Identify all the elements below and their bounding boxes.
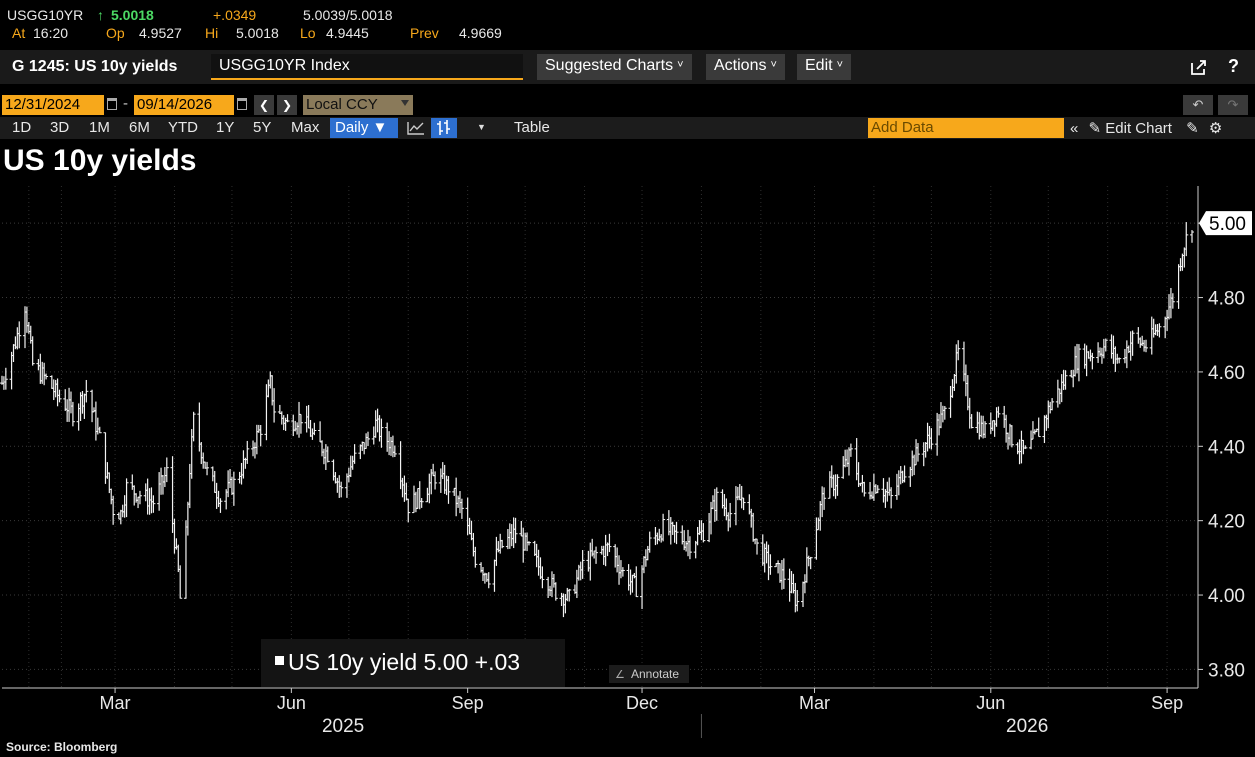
high-value: 5.0018 [236,25,279,41]
period-toolbar: 1D 3D 1M 6M YTD 1Y 5Y Max Daily ▼ ▼ Tabl… [0,117,1255,139]
up-arrow-icon: ↑ [97,7,104,23]
source-note: Source: Bloomberg [6,740,118,754]
x-tick-label: Mar [100,693,131,713]
y-tick-label: 3.80 [1208,660,1245,681]
period-3d[interactable]: 3D [50,119,70,136]
table-button[interactable]: Table [514,119,550,136]
add-data-input[interactable]: Add Data [868,118,1064,138]
legend-swatch [275,656,284,665]
next-period-button[interactable]: ❯ [277,95,297,115]
period-5y[interactable]: 5Y [253,119,272,136]
price-chart[interactable]: 3.80 4.00 4.20 4.40 4.60 4.80 5.00 Mar Jun Sep De… [0,180,1255,740]
actions-button[interactable]: Actions ˅ [706,54,785,80]
y-tick-label: 4.80 [1208,289,1245,310]
period-max[interactable]: Max [291,119,320,136]
date-range-row: 12/31/2024 - 09/14/2026 ❮ ❯ Local CCY ↶ … [0,94,1255,116]
last-value-label: 5.00 [1209,214,1246,235]
annotate-button[interactable]: ∠ Annotate [609,665,689,683]
currency-select[interactable]: Local CCY [303,95,413,115]
prev-value: 4.9669 [459,25,502,41]
period-1d[interactable]: 1D [12,119,32,136]
edit-chart-button[interactable]: « ✎ Edit Chart ✎ ⚙ [1070,120,1223,137]
x-tick-label: Dec [626,693,658,713]
dropdown-arrow-icon [401,100,409,106]
chevron-down-icon: ˅ [770,59,777,71]
y-tick-label: 4.20 [1208,512,1245,533]
function-title: G 1245: US 10y yields [12,58,178,75]
x-axis: Mar Jun Sep Dec Mar Jun Sep 2025 2026 [2,687,1198,738]
line-chart-icon[interactable] [406,120,426,136]
date-separator: - [123,95,128,112]
pencil-icon: ✎ [1088,120,1102,137]
edit-style-icon[interactable]: ✎ [1186,120,1199,137]
command-bar: G 1245: US 10y yields USGG10YR Index Sug… [0,50,1255,84]
y-tick-label: 4.60 [1208,363,1245,384]
open-label: Op [106,25,125,41]
bid-ask: 5.0039/5.0018 [303,7,393,23]
annotate-label: Annotate [631,667,679,681]
x-tick-label: Jun [976,693,1005,713]
redo-icon[interactable]: ↷ [1218,95,1248,115]
pencil-icon: ∠ [615,669,625,681]
x-tick-label: Jun [277,693,306,713]
chart-grid [2,186,1198,688]
quote-strip: USGG10YR ↑ 5.0018 +.0349 5.0039/5.0018 A… [0,0,1255,44]
legend-box: US 10y yield 5.00 +.03 [261,639,565,687]
chart-title: US 10y yields [3,144,197,177]
period-6m[interactable]: 6M [129,119,150,136]
calendar-icon[interactable] [237,98,247,110]
prev-label: Prev [410,25,439,41]
gear-icon[interactable]: ⚙ [1208,120,1223,137]
ohlc-bars [0,222,1194,618]
legend-text: US 10y yield 5.00 +.03 [288,649,520,675]
frequency-select[interactable]: Daily ▼ [330,118,398,138]
x-tick-label: Sep [1151,693,1183,713]
period-ytd[interactable]: YTD [168,119,198,136]
end-date-input[interactable]: 09/14/2026 [134,95,234,115]
ticker: USGG10YR [7,7,84,23]
collapse-icon[interactable]: « [1070,120,1079,137]
last-value-tag [1199,211,1252,236]
chevron-down-icon: ˅ [677,59,684,71]
net-change: +.0349 [213,7,257,23]
last-price: 5.0018 [111,7,154,23]
year-label: 2025 [322,716,364,737]
x-tick-label: Mar [799,693,830,713]
y-tick-label: 4.00 [1208,586,1245,607]
y-tick-label: 4.40 [1208,437,1245,458]
calendar-icon[interactable] [107,98,117,110]
undo-icon[interactable]: ↶ [1183,95,1213,115]
help-icon[interactable]: ? [1228,56,1239,76]
chart-type-dropdown-icon[interactable]: ▼ [477,122,486,132]
start-date-input[interactable]: 12/31/2024 [2,95,104,115]
suggested-charts-button[interactable]: Suggested Charts ˅ [537,54,692,80]
y-axis: 3.80 4.00 4.20 4.40 4.60 4.80 5.00 [1197,186,1252,688]
chevron-down-icon: ˅ [836,59,844,71]
edit-button[interactable]: Edit ˅ [797,54,852,80]
security-input[interactable]: USGG10YR Index [211,54,523,80]
open-value: 4.9527 [139,25,182,41]
x-tick-label: Sep [452,693,484,713]
share-icon[interactable] [1189,58,1209,76]
period-1y[interactable]: 1Y [216,119,235,136]
prev-period-button[interactable]: ❮ [254,95,274,115]
low-value: 4.9445 [326,25,369,41]
high-label: Hi [205,25,219,41]
bar-chart-icon[interactable] [431,118,457,138]
at-label: At [12,25,26,41]
year-label: 2026 [1006,716,1048,737]
period-1m[interactable]: 1M [89,119,110,136]
low-label: Lo [300,25,316,41]
quote-time: 16:20 [33,25,69,41]
